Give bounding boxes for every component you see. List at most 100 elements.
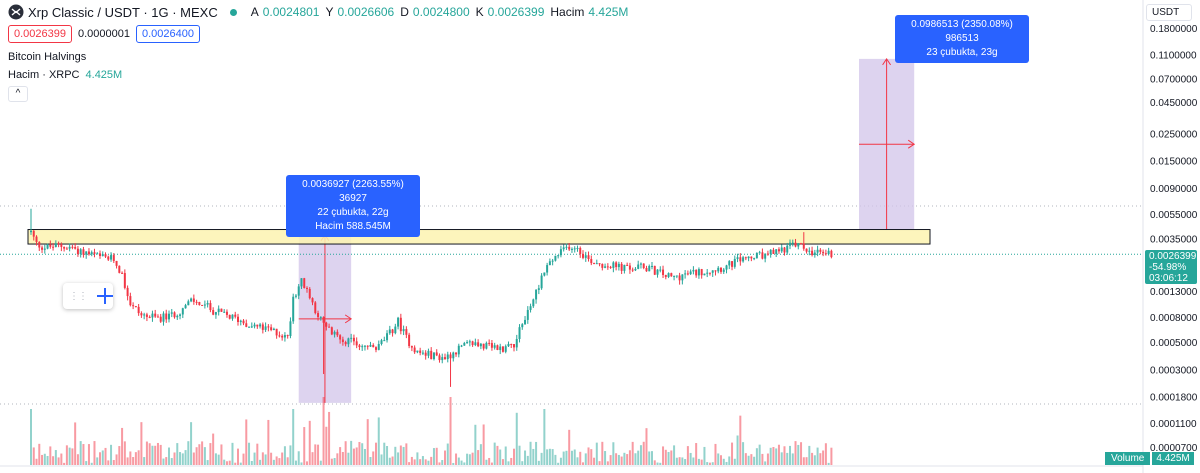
candle-body xyxy=(584,255,587,258)
volume-bar xyxy=(617,454,620,465)
volume-bar xyxy=(802,457,805,465)
volume-bar xyxy=(369,457,372,465)
volume-bar xyxy=(777,444,780,465)
ohlc-volume-value: 4.425M xyxy=(588,5,629,19)
volume-bar xyxy=(239,462,242,465)
volume-bar xyxy=(438,462,441,465)
candle-body xyxy=(173,312,176,318)
candle-body xyxy=(579,247,582,254)
candle-body xyxy=(63,246,66,249)
volume-bar xyxy=(87,444,90,465)
candle-body xyxy=(711,270,714,273)
volume-bar xyxy=(678,457,681,465)
indicator-volume[interactable]: Hacim · XRPC 4.425M xyxy=(8,69,628,81)
volume-bar xyxy=(791,453,794,465)
volume-bar xyxy=(573,449,576,465)
volume-bar xyxy=(231,442,234,465)
candle-body xyxy=(380,340,383,345)
measure-arrow-head xyxy=(882,57,892,66)
candle-body xyxy=(797,243,800,247)
volume-bar xyxy=(347,452,350,465)
volume-bar xyxy=(275,456,278,465)
candle-body xyxy=(361,346,364,348)
volume-bar xyxy=(380,454,383,465)
price-tick-label: 0.0013000 xyxy=(1150,287,1198,298)
volume-bar xyxy=(797,444,800,465)
candle-body xyxy=(214,312,217,315)
volume-bar xyxy=(375,442,377,465)
candle-body xyxy=(786,245,789,253)
candle-body xyxy=(281,335,284,338)
candle-body xyxy=(206,303,209,305)
volume-bar xyxy=(176,443,179,465)
volume-bar xyxy=(697,458,700,465)
sell-price-button[interactable]: 0.0026399 xyxy=(8,25,72,43)
volume-bar xyxy=(245,419,248,465)
candle-body xyxy=(43,248,46,250)
candle-body xyxy=(245,323,248,327)
drag-handle-icon[interactable]: ⋮⋮ xyxy=(69,290,88,302)
price-tick-label: 0.0055000 xyxy=(1150,210,1198,221)
candle-body xyxy=(805,248,808,252)
indicator-bitcoin-halvings[interactable]: Bitcoin Halvings xyxy=(8,51,87,63)
volume-bar xyxy=(642,441,645,465)
volume-bar xyxy=(441,460,444,465)
candle-body xyxy=(813,252,816,256)
candle-body xyxy=(134,306,137,308)
volume-bar xyxy=(234,462,237,465)
ohlc-volume-key: Hacim xyxy=(550,5,585,19)
candle-body xyxy=(449,354,452,359)
volume-bar xyxy=(272,459,275,465)
candle-body xyxy=(225,311,228,315)
candle-body xyxy=(645,268,648,272)
volume-bar xyxy=(410,456,413,465)
volume-bar xyxy=(626,454,629,465)
candle-body xyxy=(209,303,212,311)
volume-bar xyxy=(761,453,764,465)
symbol-title[interactable]: Xrp Classic / USDT · 1G · MEXC xyxy=(28,4,218,20)
candle-body xyxy=(90,252,93,255)
candle-body xyxy=(587,255,590,260)
drawing-toolbar[interactable]: ⋮⋮ xyxy=(63,283,113,309)
volume-bar xyxy=(190,422,193,465)
volume-bar xyxy=(143,457,146,465)
volume-bar xyxy=(391,456,394,465)
buy-price-button[interactable]: 0.0026400 xyxy=(136,25,200,43)
volume-bar xyxy=(753,456,756,465)
volume-bar xyxy=(170,458,173,465)
volume-bar xyxy=(615,453,618,465)
candle-body xyxy=(179,314,182,316)
currency-selector[interactable]: USDT xyxy=(1146,4,1192,21)
candle-body xyxy=(132,305,135,307)
volume-bar xyxy=(766,453,769,465)
price-tick-label: 0.0700000 xyxy=(1150,74,1198,85)
volume-bar xyxy=(96,457,99,465)
candle-body xyxy=(32,230,35,237)
volume-bar xyxy=(631,441,634,465)
volume-bar xyxy=(206,460,209,465)
candle-body xyxy=(242,320,245,324)
candle-body xyxy=(339,335,342,340)
price-tick-label: 0.0008000 xyxy=(1150,313,1198,324)
crosshair-icon[interactable] xyxy=(97,288,113,304)
volume-bar xyxy=(308,420,311,465)
price-tick-label: 0.0035000 xyxy=(1150,234,1198,245)
candle-body xyxy=(129,296,132,306)
volume-bar xyxy=(587,447,590,465)
volume-bar xyxy=(421,456,424,465)
candle-body xyxy=(474,342,477,346)
volume-bar xyxy=(755,448,758,465)
measure-2-line-1: 0.0986513 (2350.08%) 986513 xyxy=(911,19,1013,44)
volume-bar xyxy=(736,435,739,465)
candle-body xyxy=(714,270,717,272)
volume-bar xyxy=(780,452,783,465)
volume-bar xyxy=(38,443,41,465)
volume-bar xyxy=(446,443,449,465)
volume-bar xyxy=(689,452,692,465)
volume-bar xyxy=(416,452,419,465)
collapse-legend-button[interactable]: ^ xyxy=(8,86,28,102)
volume-bar xyxy=(524,450,527,465)
volume-bar xyxy=(460,460,463,465)
candle-body xyxy=(369,344,372,347)
